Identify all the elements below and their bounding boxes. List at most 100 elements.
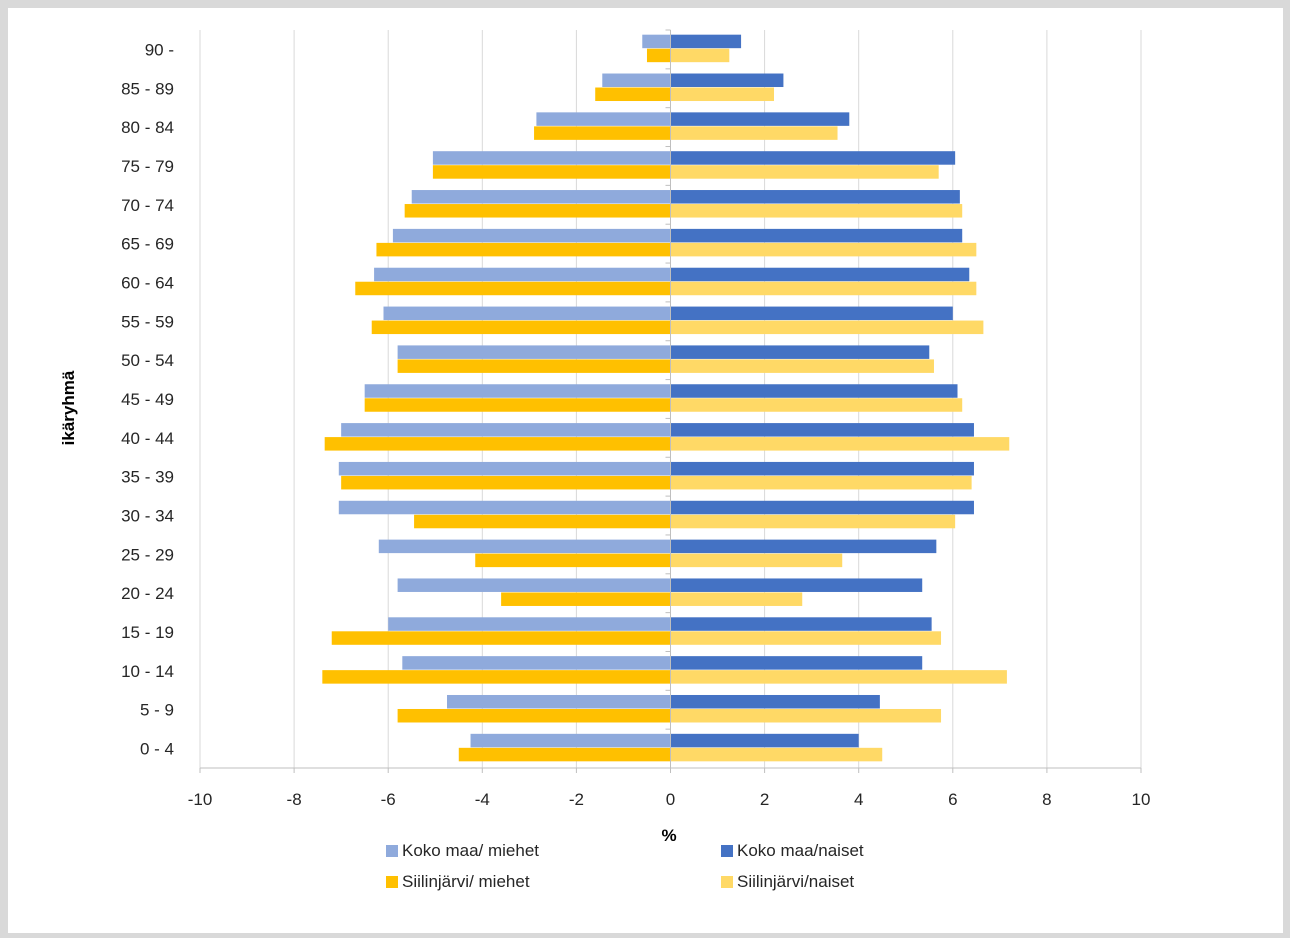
bar-siilinj-rvi-miehet-11: [371, 320, 671, 335]
bar-siilinj-rvi-naiset-7: [670, 475, 972, 490]
x-tick-label: -2: [569, 790, 584, 809]
bar-koko-maa-miehet-9: [364, 384, 671, 398]
x-tick-label: 4: [854, 790, 863, 809]
bar-siilinj-rvi-naiset-17: [670, 87, 775, 102]
bar-siilinj-rvi-miehet-0: [458, 747, 671, 762]
bar-siilinj-rvi-naiset-15: [670, 165, 939, 179]
bar-koko-maa-miehet-11: [383, 306, 671, 321]
x-tick-label: -6: [381, 790, 396, 809]
bar-koko-maa-naiset-15: [670, 151, 956, 165]
bar-siilinj-rvi-miehet-12: [355, 281, 671, 296]
bars: [322, 34, 1010, 762]
legend-label: Koko maa/naiset: [737, 841, 864, 860]
bar-koko-maa-naiset-2: [670, 656, 923, 670]
bar-siilinj-rvi-miehet-17: [595, 87, 671, 102]
y-tick-label: 5 - 9: [140, 701, 174, 720]
x-tick-label: -10: [188, 790, 213, 809]
y-tick-label: 55 - 59: [121, 312, 174, 331]
bar-siilinj-rvi-miehet-6: [414, 514, 671, 529]
bar-siilinj-rvi-naiset-13: [670, 242, 977, 257]
bar-koko-maa-miehet-16: [536, 112, 671, 126]
bar-koko-maa-miehet-7: [338, 461, 671, 476]
bar-koko-maa-naiset-0: [670, 733, 859, 748]
bar-koko-maa-naiset-16: [670, 112, 850, 126]
bar-siilinj-rvi-miehet-15: [432, 165, 671, 179]
bar-koko-maa-miehet-18: [642, 34, 671, 49]
bar-koko-maa-miehet-3: [388, 617, 671, 631]
bar-koko-maa-naiset-5: [670, 539, 937, 554]
bar-koko-maa-naiset-18: [670, 34, 742, 49]
legend-swatch: [721, 876, 733, 888]
bar-koko-maa-miehet-0: [470, 733, 671, 748]
bar-koko-maa-naiset-11: [670, 306, 953, 321]
bar-koko-maa-miehet-10: [397, 345, 671, 359]
x-tick-label: 10: [1132, 790, 1151, 809]
x-axis-title: %: [661, 826, 676, 845]
bar-siilinj-rvi-naiset-9: [670, 398, 963, 412]
y-tick-label: 35 - 39: [121, 468, 174, 487]
legend-swatch: [386, 845, 398, 857]
bar-siilinj-rvi-naiset-11: [670, 320, 984, 335]
bar-koko-maa-miehet-17: [602, 73, 671, 88]
bar-siilinj-rvi-miehet-5: [475, 553, 671, 568]
bar-siilinj-rvi-miehet-16: [534, 126, 671, 140]
bar-siilinj-rvi-naiset-1: [670, 708, 942, 723]
bar-koko-maa-miehet-4: [397, 578, 671, 592]
bar-siilinj-rvi-naiset-16: [670, 126, 838, 140]
bar-koko-maa-naiset-14: [670, 190, 960, 204]
bar-koko-maa-naiset-17: [670, 73, 784, 88]
legend-label: Siilinjärvi/naiset: [737, 872, 854, 891]
legend-swatch: [721, 845, 733, 857]
y-tick-label: 15 - 19: [121, 623, 174, 642]
y-tick-label: 70 - 74: [121, 196, 174, 215]
bar-siilinj-rvi-naiset-0: [670, 747, 883, 762]
population-pyramid-chart: -10 -8 -6 -4 -2 0 2 4 6 8 10 0 - 4 5 - 9 10 - 14 15 - …: [59, 29, 1150, 891]
bar-siilinj-rvi-miehet-18: [646, 48, 671, 63]
y-tick-label: 65 - 69: [121, 235, 174, 254]
bar-siilinj-rvi-miehet-9: [364, 398, 671, 412]
bar-siilinj-rvi-naiset-14: [670, 204, 963, 218]
legend-swatch: [386, 876, 398, 888]
bar-siilinj-rvi-naiset-5: [670, 553, 843, 568]
chart-area: -10 -8 -6 -4 -2 0 2 4 6 8 10 0 - 4 5 - 9 10 - 14 15 - …: [8, 8, 1283, 933]
tick-labels: -10 -8 -6 -4 -2 0 2 4 6 8 10 0 - 4 5 - 9 10 - 14 15 - …: [121, 40, 1150, 809]
bar-siilinj-rvi-miehet-10: [397, 359, 671, 373]
x-tick-label: -4: [475, 790, 490, 809]
bar-siilinj-rvi-naiset-8: [670, 437, 1010, 451]
legend-label: Koko maa/ miehet: [402, 841, 539, 860]
x-tick-label: 6: [948, 790, 957, 809]
bar-koko-maa-miehet-15: [432, 151, 671, 165]
x-tick-label: 8: [1042, 790, 1051, 809]
bar-koko-maa-miehet-14: [411, 190, 671, 204]
bar-siilinj-rvi-naiset-12: [670, 281, 977, 296]
y-tick-label: 20 - 24: [121, 584, 174, 603]
y-tick-label: 50 - 54: [121, 351, 174, 370]
bar-koko-maa-naiset-4: [670, 578, 923, 592]
bar-siilinj-rvi-naiset-18: [670, 48, 730, 63]
legend: Koko maa/ miehet Koko maa/naiset Siilinjär…: [386, 841, 864, 891]
bar-siilinj-rvi-naiset-2: [670, 670, 1007, 684]
bar-siilinj-rvi-miehet-1: [397, 708, 671, 723]
bar-koko-maa-miehet-5: [378, 539, 671, 554]
y-tick-label: 80 - 84: [121, 118, 174, 137]
bar-siilinj-rvi-miehet-4: [501, 592, 671, 606]
y-tick-label: 0 - 4: [140, 740, 174, 759]
y-tick-label: 30 - 34: [121, 507, 174, 526]
bar-koko-maa-naiset-12: [670, 267, 970, 282]
bar-koko-maa-naiset-7: [670, 461, 974, 476]
bar-siilinj-rvi-miehet-14: [404, 204, 671, 218]
bar-siilinj-rvi-naiset-10: [670, 359, 934, 373]
bar-koko-maa-miehet-1: [447, 694, 671, 709]
y-tick-label: 75 - 79: [121, 157, 174, 176]
bar-siilinj-rvi-naiset-4: [670, 592, 803, 606]
bar-siilinj-rvi-miehet-13: [376, 242, 671, 257]
bar-koko-maa-naiset-13: [670, 228, 963, 243]
bar-siilinj-rvi-miehet-3: [331, 631, 671, 645]
bar-siilinj-rvi-miehet-2: [322, 670, 671, 684]
bar-siilinj-rvi-miehet-7: [341, 475, 671, 490]
bar-koko-maa-naiset-6: [670, 500, 974, 515]
y-tick-label: 40 - 44: [121, 429, 174, 448]
y-tick-label: 85 - 89: [121, 79, 174, 98]
y-tick-label: 45 - 49: [121, 390, 174, 409]
x-tick-label: -8: [287, 790, 302, 809]
